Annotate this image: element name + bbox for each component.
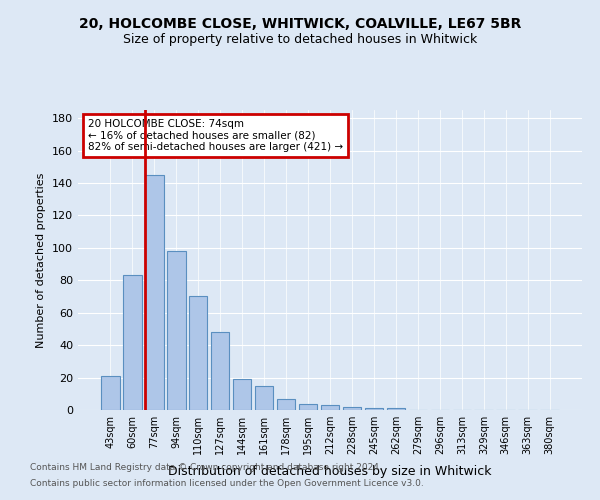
Y-axis label: Number of detached properties: Number of detached properties [37,172,46,348]
Bar [189,296,208,410]
Bar [123,276,142,410]
Bar [386,408,405,410]
Bar [167,251,185,410]
Bar [299,404,317,410]
Bar [211,332,229,410]
Bar [365,408,383,410]
Bar [145,175,164,410]
Text: Contains HM Land Registry data © Crown copyright and database right 2024.: Contains HM Land Registry data © Crown c… [30,464,382,472]
Text: Size of property relative to detached houses in Whitwick: Size of property relative to detached ho… [123,32,477,46]
Bar [320,405,340,410]
Text: 20 HOLCOMBE CLOSE: 74sqm
← 16% of detached houses are smaller (82)
82% of semi-d: 20 HOLCOMBE CLOSE: 74sqm ← 16% of detach… [88,119,343,152]
Bar [101,376,119,410]
Bar [277,398,295,410]
Bar [255,386,274,410]
Text: 20, HOLCOMBE CLOSE, WHITWICK, COALVILLE, LE67 5BR: 20, HOLCOMBE CLOSE, WHITWICK, COALVILLE,… [79,18,521,32]
X-axis label: Distribution of detached houses by size in Whitwick: Distribution of detached houses by size … [168,466,492,478]
Text: Contains public sector information licensed under the Open Government Licence v3: Contains public sector information licen… [30,478,424,488]
Bar [343,407,361,410]
Bar [233,379,251,410]
